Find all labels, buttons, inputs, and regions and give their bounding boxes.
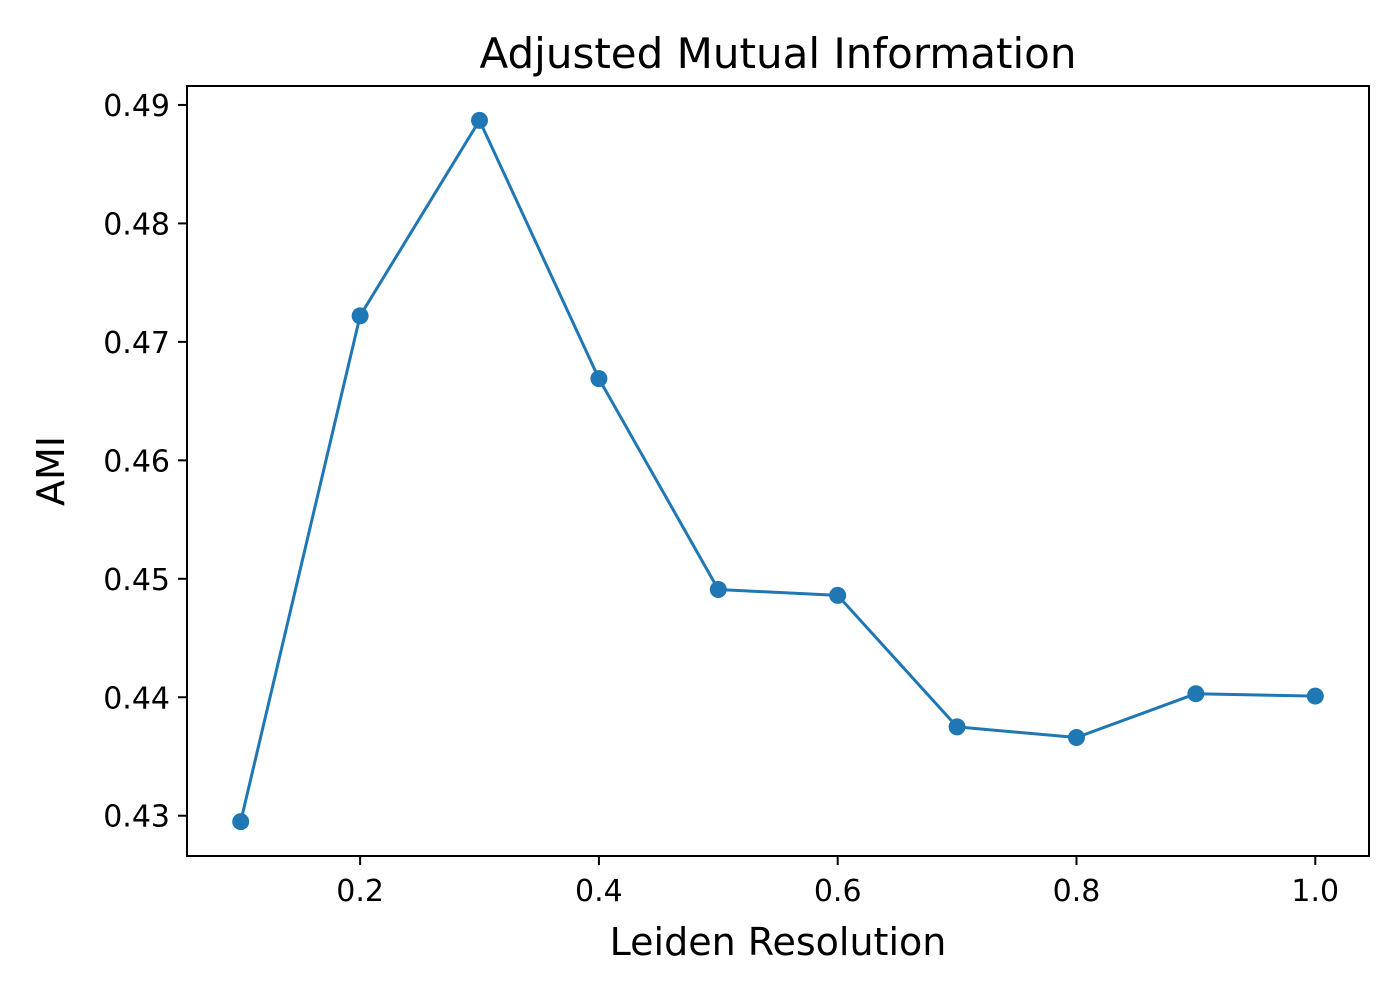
- data-point: [829, 586, 847, 604]
- x-tick-label: 0.2: [336, 874, 384, 909]
- y-tick-label: 0.44: [103, 681, 170, 716]
- y-axis-label: AMI: [29, 436, 73, 506]
- data-point: [351, 307, 369, 325]
- y-tick-label: 0.49: [103, 89, 170, 124]
- y-tick-label: 0.43: [103, 800, 170, 835]
- data-point: [1067, 729, 1085, 747]
- y-tick-label: 0.45: [103, 563, 170, 598]
- data-point: [948, 718, 966, 736]
- plot-area: 0.2 0.4 0.6 0.8 1.0 0.43 0.44 0.45 0.46 0.47 0.48…: [103, 85, 1370, 909]
- x-tick-label: 0.4: [575, 874, 623, 909]
- data-point: [1306, 687, 1324, 705]
- x-axis: 0.2 0.4 0.6 0.8 1.0: [336, 856, 1339, 909]
- series-line: [239, 118, 1316, 822]
- data-point: [471, 111, 489, 129]
- y-tick-label: 0.48: [103, 207, 170, 242]
- x-tick-label: 0.8: [1053, 874, 1101, 909]
- y-tick-label: 0.46: [103, 444, 170, 479]
- x-tick-label: 0.6: [814, 874, 862, 909]
- data-point: [1187, 685, 1205, 703]
- x-axis-label: Leiden Resolution: [610, 920, 947, 964]
- y-tick-label: 0.47: [103, 326, 170, 361]
- x-tick-label: 1.0: [1291, 874, 1339, 909]
- plot-frame: [186, 85, 1370, 857]
- chart-title: Adjusted Mutual Information: [480, 29, 1077, 78]
- y-axis: 0.43 0.44 0.45 0.46 0.47 0.48 0.49: [103, 89, 187, 835]
- data-point: [590, 370, 608, 388]
- data-point: [709, 580, 727, 598]
- series-layer: [232, 111, 1324, 831]
- data-point: [232, 813, 250, 831]
